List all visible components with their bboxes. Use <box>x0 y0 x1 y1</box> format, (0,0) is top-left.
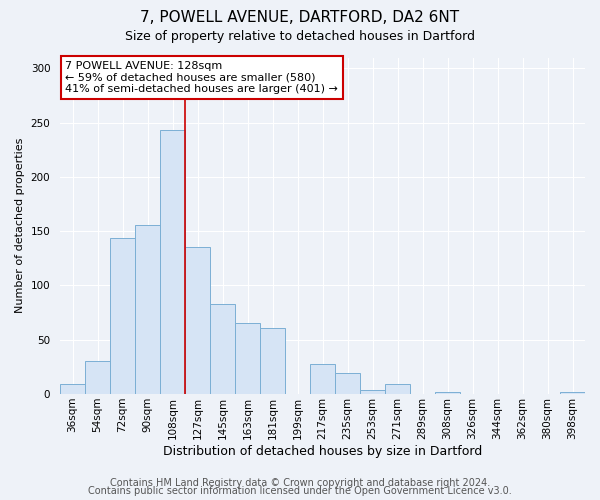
Bar <box>435 392 460 394</box>
Text: Size of property relative to detached houses in Dartford: Size of property relative to detached ho… <box>125 30 475 43</box>
Bar <box>60 384 85 394</box>
Text: 7 POWELL AVENUE: 128sqm
← 59% of detached houses are smaller (580)
41% of semi-d: 7 POWELL AVENUE: 128sqm ← 59% of detache… <box>65 61 338 94</box>
Bar <box>310 364 335 394</box>
Bar <box>135 224 160 394</box>
Bar <box>385 384 410 394</box>
Bar <box>335 374 360 394</box>
Bar <box>110 238 135 394</box>
Bar <box>210 304 235 394</box>
Y-axis label: Number of detached properties: Number of detached properties <box>15 138 25 314</box>
Bar <box>185 248 210 394</box>
Text: 7, POWELL AVENUE, DARTFORD, DA2 6NT: 7, POWELL AVENUE, DARTFORD, DA2 6NT <box>140 10 460 25</box>
Bar <box>260 328 285 394</box>
Text: Contains HM Land Registry data © Crown copyright and database right 2024.: Contains HM Land Registry data © Crown c… <box>110 478 490 488</box>
Bar <box>560 392 585 394</box>
X-axis label: Distribution of detached houses by size in Dartford: Distribution of detached houses by size … <box>163 444 482 458</box>
Bar <box>360 390 385 394</box>
Text: Contains public sector information licensed under the Open Government Licence v3: Contains public sector information licen… <box>88 486 512 496</box>
Bar <box>160 130 185 394</box>
Bar <box>235 324 260 394</box>
Bar <box>85 362 110 394</box>
